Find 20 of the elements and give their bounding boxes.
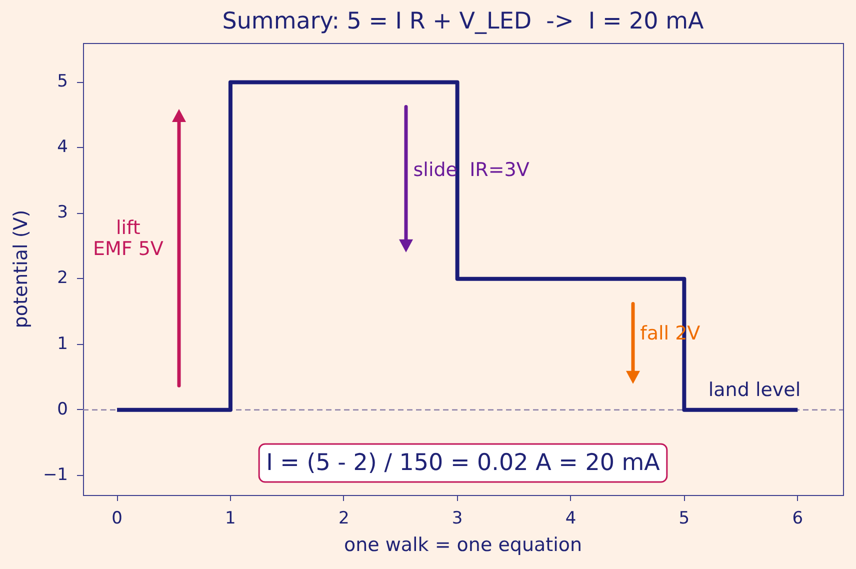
x-tick-label: 0 (112, 508, 122, 529)
x-tick-label: 1 (225, 508, 236, 529)
y-tick-label: 0 (57, 399, 68, 420)
y-tick-label: −1 (42, 464, 68, 485)
annotation: I = (5 - 2) / 150 = 0.02 A = 20 mA (266, 450, 660, 476)
x-axis-title: one walk = one equation (344, 534, 582, 556)
y-tick-label: 3 (57, 202, 68, 223)
x-tick-label: 2 (338, 508, 350, 529)
y-tick-label: 2 (57, 268, 68, 288)
x-tick-label: 6 (792, 508, 804, 529)
y-axis-title: potential (V) (10, 210, 32, 328)
chart-title: Summary: 5 = I R + V_LED -> I = 20 mA (222, 8, 704, 34)
x-tick-label: 4 (565, 508, 576, 529)
x-tick-label: 5 (678, 508, 690, 529)
y-tick-label: 1 (57, 334, 68, 354)
y-tick-label: 4 (57, 137, 68, 158)
y-tick-label: 5 (57, 72, 68, 92)
x-tick-label: 3 (452, 508, 463, 529)
annotation: land level (708, 378, 801, 401)
annotation: lift EMF 5V (92, 217, 164, 260)
